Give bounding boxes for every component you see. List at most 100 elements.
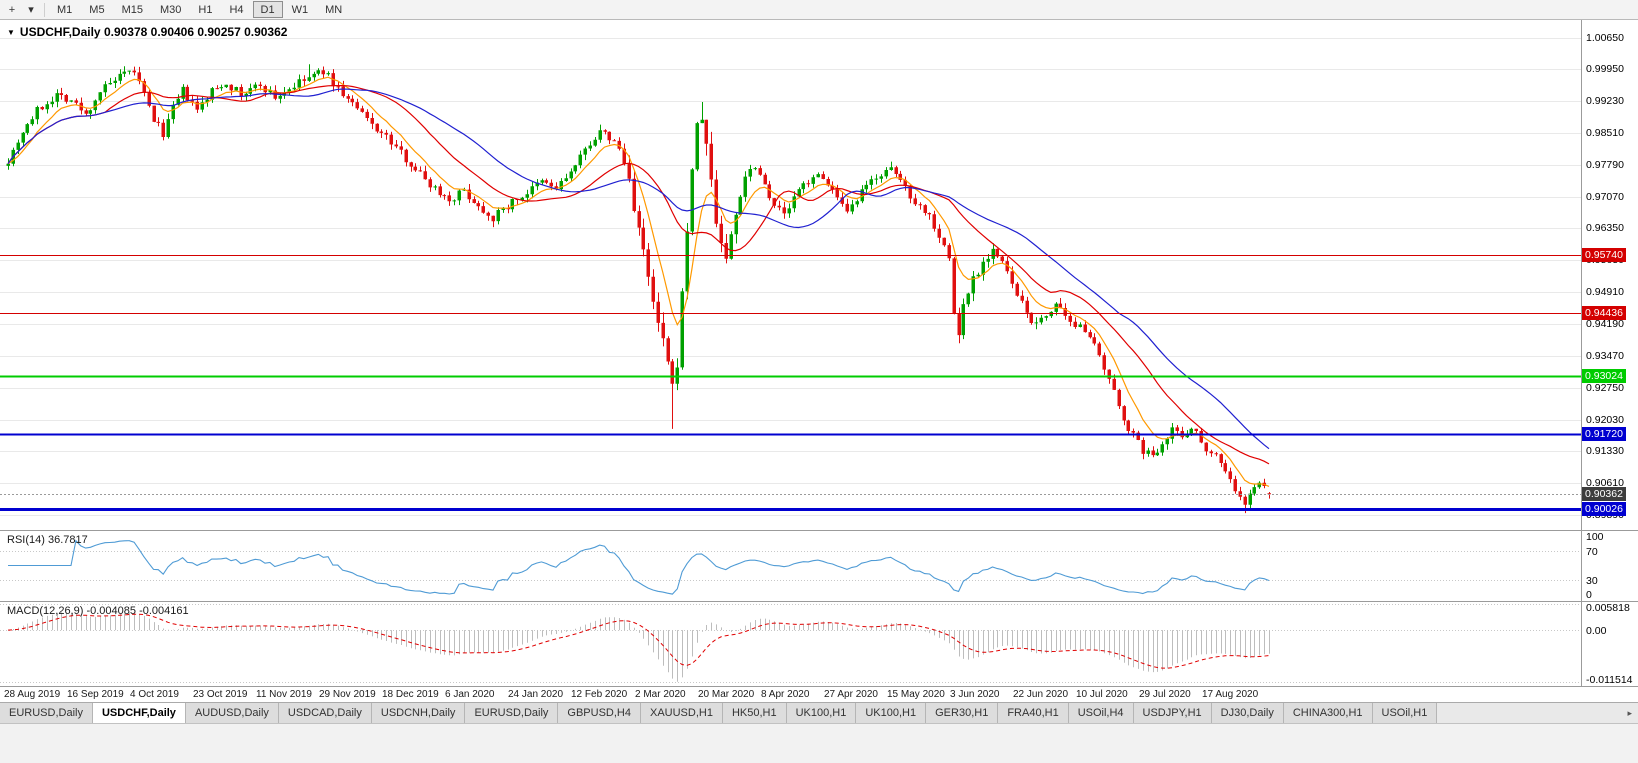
price-tick-label: 0.96350 [1586,222,1624,234]
price-tick-label: 0.99230 [1586,95,1624,107]
rsi-axis-label: 30 [1586,575,1598,587]
time-axis-label: 3 Jun 2020 [950,689,1000,700]
chart-tab-usdcnh-daily[interactable]: USDCNH,Daily [371,703,466,723]
rsi-axis-label: 0 [1586,589,1592,601]
price-tick-label: 0.91330 [1586,445,1624,457]
crosshair-tool-icon[interactable]: + [8,3,16,16]
price-tick-label: 0.94910 [1586,286,1624,298]
time-axis-label: 15 May 2020 [887,689,945,700]
macd-signal-line [7,613,1270,669]
current-price-badge: 0.90362 [1582,487,1626,501]
chart-canvas[interactable] [0,20,1638,702]
time-axis-label: 6 Jan 2020 [445,689,495,700]
chart-region: ▼ USDCHF,Daily 0.90378 0.90406 0.90257 0… [0,20,1638,702]
macd-axis-label: -0.011514 [1586,674,1633,686]
chart-tab-usoil-h4[interactable]: USOil,H4 [1068,703,1134,723]
price-gridlines [0,38,1581,516]
toolbar-dropdown-icon[interactable]: ▾ [28,4,34,16]
chart-tab-ger30-h1[interactable]: GER30,H1 [926,703,999,723]
rsi-axis-label: 70 [1586,546,1598,558]
price-tick-label: 0.97790 [1586,159,1624,171]
chart-tab-fra40-h1[interactable]: FRA40,H1 [998,703,1069,723]
ma-21-line [7,84,1270,465]
chart-tab-gbpusd-h4[interactable]: GBPUSD,H4 [558,703,641,723]
chart-tab-usoil-h1[interactable]: USOil,H1 [1372,703,1438,723]
timeframe-button-m30[interactable]: M30 [159,4,182,16]
rsi-indicator-label: RSI(14) 36.7817 [7,534,88,546]
price-tick-label: 0.92030 [1586,414,1624,426]
time-axis-label: 16 Sep 2019 [67,689,124,700]
price-tick-label: 0.94190 [1586,318,1624,330]
chart-title-text: USDCHF,Daily 0.90378 0.90406 0.90257 0.9… [19,25,288,39]
price-tick-label: 0.90610 [1586,477,1624,489]
price-level-badge: 0.94436 [1582,306,1626,320]
time-axis-label: 2 Mar 2020 [635,689,686,700]
ma-35-line [7,88,1270,450]
chart-tab-uk100-h1[interactable]: UK100,H1 [786,703,857,723]
timeframe-button-d1[interactable]: D1 [252,1,283,18]
time-axis-label: 12 Feb 2020 [571,689,628,700]
timeframe-toolbar: + ▾ M1 M5 M15 M30 H1 H4 D1 W1 MN [0,0,1638,20]
candle-wicks-up [8,64,1260,509]
time-axis-label: 28 Aug 2019 [4,689,61,700]
time-axis-label: 29 Jul 2020 [1139,689,1191,700]
price-tick-label: 0.98510 [1586,127,1624,139]
time-axis-label: 22 Jun 2020 [1013,689,1069,700]
timeframe-button-m5[interactable]: M5 [89,4,105,16]
timeframe-button-h1[interactable]: H1 [198,4,213,16]
time-axis-label: 18 Dec 2019 [382,689,439,700]
time-axis-label: 23 Oct 2019 [193,689,248,700]
candle-bodies-down [40,70,1271,505]
toolbar-separator [44,2,45,17]
time-axis-label: 17 Aug 2020 [1202,689,1259,700]
chart-tab-eurusd-daily[interactable]: EURUSD,Daily [465,703,559,723]
chart-tabbar: EURUSD,Daily USDCHF,Daily AUDUSD,Daily USDC… [0,702,1638,763]
time-axis-label: 4 Oct 2019 [130,689,179,700]
macd-indicator-label: MACD(12,26,9) -0.004085 -0.004161 [7,605,189,617]
time-axis-label: 11 Nov 2019 [256,689,312,700]
price-tick-label: 0.93470 [1586,350,1624,362]
time-axis-label: 24 Jan 2020 [508,689,564,700]
candle-bodies-up [6,70,1261,505]
timeframe-button-w1[interactable]: W1 [291,4,309,16]
time-axis-label: 27 Apr 2020 [824,689,878,700]
chart-tab-dj30-daily[interactable]: DJ30,Daily [1211,703,1284,723]
price-tick-label: 0.99950 [1586,63,1624,75]
chart-tabs: EURUSD,Daily USDCHF,Daily AUDUSD,Daily USDC… [0,702,1638,724]
price-level-badge: 0.95740 [1582,248,1626,262]
timeframe-button-mn[interactable]: MN [325,4,343,16]
macd-axis-label: 0.00 [1586,625,1607,637]
macd-histogram [13,612,1270,682]
price-level-badge: 0.91720 [1582,427,1626,441]
time-axis-label: 29 Nov 2019 [319,689,376,700]
timeframe-buttons: M1 M5 M15 M30 H1 H4 D1 W1 MN [49,1,350,18]
chart-title: ▼ USDCHF,Daily 0.90378 0.90406 0.90257 0… [7,25,287,39]
price-tick-label: 0.97070 [1586,191,1624,203]
time-axis-label: 10 Jul 2020 [1076,689,1128,700]
chart-tab-uk100-h1[interactable]: UK100,H1 [856,703,927,723]
chart-menu-icon[interactable]: ▼ [7,27,15,37]
rsi-axis-label: 100 [1586,531,1604,543]
chart-tab-audusd-daily[interactable]: AUDUSD,Daily [185,703,279,723]
chart-tab-china300-h1[interactable]: CHINA300,H1 [1283,703,1373,723]
price-tick-label: 1.00650 [1586,32,1624,44]
chart-tab-usdjpy-h1[interactable]: USDJPY,H1 [1133,703,1212,723]
chart-tab-hk50-h1[interactable]: HK50,H1 [722,703,787,723]
pane-borders [0,20,1638,687]
chart-tab-eurusd-daily[interactable]: EURUSD,Daily [0,703,93,723]
tab-scroll-right-icon[interactable]: ▸ [1627,707,1632,718]
rsi-line [8,539,1270,595]
timeframe-button-m15[interactable]: M15 [121,4,143,16]
timeframe-button-m1[interactable]: M1 [57,4,73,16]
price-level-badge: 0.90026 [1582,502,1626,516]
chart-tab-usdcad-daily[interactable]: USDCAD,Daily [278,703,372,723]
timeframe-button-h4[interactable]: H4 [229,4,244,16]
chart-tab-xauusd-h1[interactable]: XAUUSD,H1 [640,703,723,723]
price-tick-label: 0.92750 [1586,382,1624,394]
time-axis-label: 20 Mar 2020 [698,689,755,700]
macd-axis-label: 0.005818 [1586,602,1630,614]
time-axis-label: 8 Apr 2020 [761,689,810,700]
price-level-badge: 0.93024 [1582,369,1626,383]
chart-tab-usdchf-daily[interactable]: USDCHF,Daily [92,703,186,723]
